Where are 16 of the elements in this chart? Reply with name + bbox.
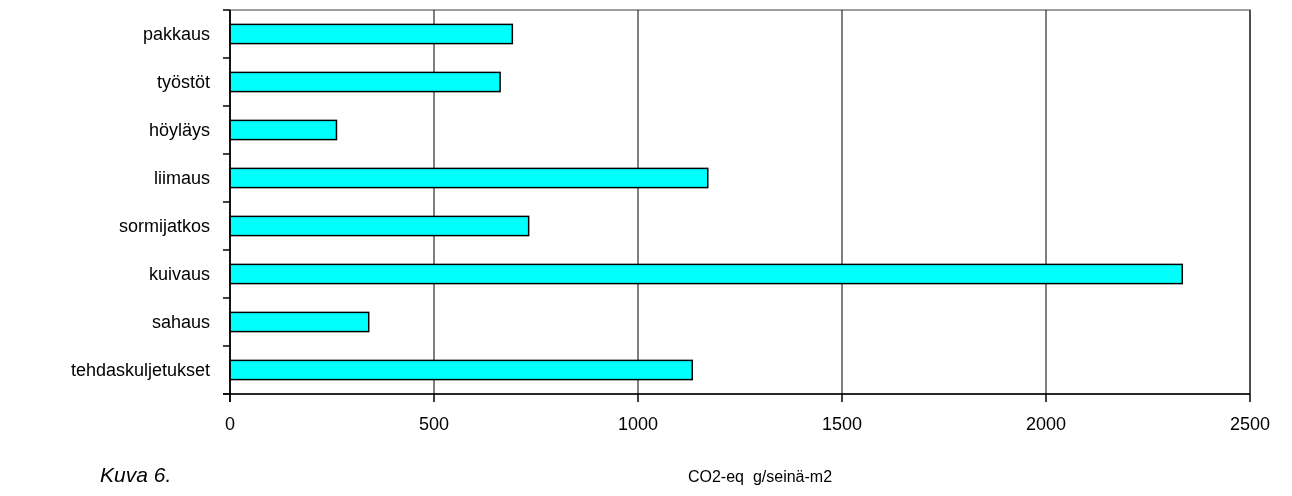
y-tick-label: liimaus xyxy=(153,168,210,188)
y-tick-label: työstöt xyxy=(156,72,210,92)
x-tick-label: 1500 xyxy=(821,414,863,434)
x-tick-label: 2500 xyxy=(1229,414,1271,434)
text: Kuva 6. xyxy=(100,463,172,486)
x-tick-label: 500 xyxy=(418,414,450,434)
x-tick-label: 2000 xyxy=(1025,414,1067,434)
y-tick-label: kuivaus xyxy=(148,264,210,284)
x-axis-title: CO2-eq g/seinä-m2 xyxy=(687,468,833,485)
x-tick-label: 1000 xyxy=(617,414,659,434)
y-tick-label: höyläys xyxy=(148,120,210,140)
y-tick-label: tehdaskuljetukset xyxy=(70,360,210,380)
y-tick-label: sahaus xyxy=(151,312,210,332)
y-tick-label: sormijatkos xyxy=(118,216,210,236)
x-tick-label: 0 xyxy=(224,414,236,434)
y-tick-label: pakkaus xyxy=(142,24,210,44)
